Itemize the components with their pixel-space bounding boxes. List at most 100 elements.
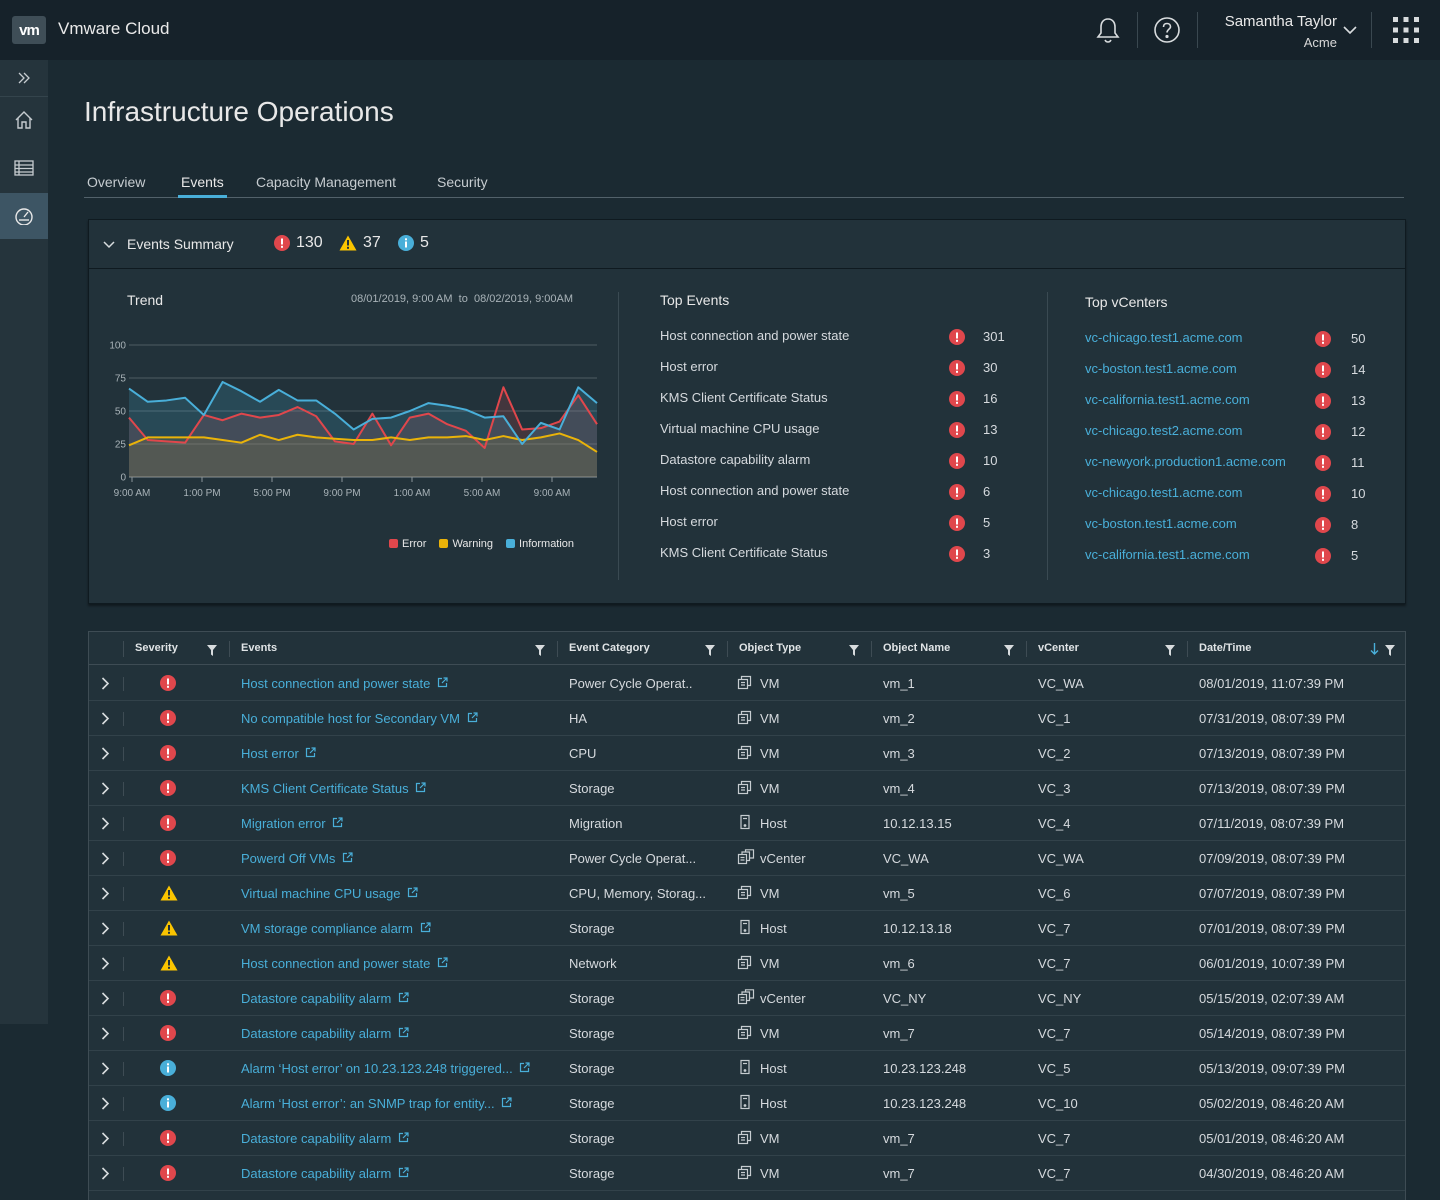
tab-events[interactable]: Events bbox=[178, 174, 227, 198]
table-row[interactable]: Migration error Migration Host 10.12.13.15… bbox=[89, 806, 1405, 841]
external-link-icon[interactable] bbox=[398, 991, 409, 1006]
chevron-right-icon[interactable] bbox=[100, 887, 110, 905]
chevron-right-icon[interactable] bbox=[100, 992, 110, 1010]
event-link[interactable]: Powerd Off VMs bbox=[241, 851, 353, 866]
top-vcenter-item[interactable]: vc-chicago.test2.acme.com 12 bbox=[1085, 423, 1385, 443]
chevron-right-icon[interactable] bbox=[100, 1062, 110, 1080]
top-event-item[interactable]: KMS Client Certificate Status 16 bbox=[660, 390, 1020, 410]
col-vcenter[interactable]: vCenter bbox=[1038, 642, 1079, 654]
table-row[interactable]: KMS Client Certificate Status Storage VM v… bbox=[89, 771, 1405, 806]
help-icon[interactable] bbox=[1149, 12, 1185, 48]
external-link-icon[interactable] bbox=[398, 1026, 409, 1041]
vmware-logo[interactable]: vm bbox=[12, 16, 46, 44]
event-link[interactable]: KMS Client Certificate Status bbox=[241, 781, 426, 796]
bell-icon[interactable] bbox=[1090, 12, 1126, 48]
external-link-icon[interactable] bbox=[519, 1061, 530, 1076]
chevron-right-icon[interactable] bbox=[100, 747, 110, 765]
user-org[interactable]: Acme bbox=[1303, 35, 1337, 50]
external-link-icon[interactable] bbox=[420, 921, 431, 936]
top-event-item[interactable]: Host error 5 bbox=[660, 514, 1020, 534]
table-row[interactable]: Datastore capability alarm Storage vCente… bbox=[89, 981, 1405, 1016]
chevron-right-icon[interactable] bbox=[100, 1097, 110, 1115]
chevron-right-icon[interactable] bbox=[100, 922, 110, 940]
chevron-right-icon[interactable] bbox=[100, 852, 110, 870]
top-event-name[interactable]: Host error bbox=[660, 359, 718, 374]
top-event-item[interactable]: Host connection and power state 301 bbox=[660, 328, 1020, 348]
chevron-right-icon[interactable] bbox=[100, 782, 110, 800]
external-link-icon[interactable] bbox=[398, 1131, 409, 1146]
event-link[interactable]: VM storage compliance alarm bbox=[241, 921, 431, 936]
event-link[interactable]: Datastore capability alarm bbox=[241, 1026, 409, 1041]
table-row[interactable]: Powerd Off VMs Power Cycle Operat... vCen… bbox=[89, 841, 1405, 876]
col-object-type[interactable]: Object Type bbox=[739, 642, 802, 654]
top-vcenter-item[interactable]: vc-boston.test1.acme.com 14 bbox=[1085, 361, 1385, 381]
filter-icon[interactable] bbox=[535, 643, 545, 661]
events-summary-header[interactable]: Events Summary 130 37 5 bbox=[89, 220, 1405, 269]
top-vcenter-link[interactable]: vc-california.test1.acme.com bbox=[1085, 547, 1250, 562]
event-link[interactable]: No compatible host for Secondary VM bbox=[241, 711, 478, 726]
chevron-right-icon[interactable] bbox=[100, 1167, 110, 1185]
filter-icon[interactable] bbox=[1004, 643, 1014, 661]
table-row[interactable]: Datastore capability alarm Storage VM vm_7… bbox=[89, 1121, 1405, 1156]
chevron-right-icon[interactable] bbox=[100, 1027, 110, 1045]
external-link-icon[interactable] bbox=[437, 956, 448, 971]
top-vcenter-link[interactable]: vc-california.test1.acme.com bbox=[1085, 392, 1250, 407]
top-event-item[interactable]: Datastore capability alarm 10 bbox=[660, 452, 1020, 472]
chevron-down-icon[interactable] bbox=[1338, 12, 1362, 48]
col-events[interactable]: Events bbox=[241, 642, 278, 654]
filter-icon[interactable] bbox=[1385, 643, 1395, 661]
table-row[interactable]: Alarm ‘Host error’: an SNMP trap for ent… bbox=[89, 1086, 1405, 1121]
table-row[interactable]: No compatible host for Secondary VM HA VM… bbox=[89, 701, 1405, 736]
table-row[interactable]: VM storage compliance alarm Storage Host 1… bbox=[89, 911, 1405, 946]
top-event-name[interactable]: Host connection and power state bbox=[660, 328, 850, 343]
top-vcenter-link[interactable]: vc-boston.test1.acme.com bbox=[1085, 361, 1237, 376]
home-icon[interactable] bbox=[0, 97, 48, 143]
event-link[interactable]: Host error bbox=[241, 746, 317, 761]
top-event-name[interactable]: Host connection and power state bbox=[660, 483, 850, 498]
table-row[interactable]: Host error CPU VM vm_3 VC_2 07/13/2019, 08:0… bbox=[89, 736, 1405, 771]
event-link[interactable]: Datastore capability alarm bbox=[241, 991, 409, 1006]
top-event-item[interactable]: Host error 30 bbox=[660, 359, 1020, 379]
external-link-icon[interactable] bbox=[467, 711, 478, 726]
chevron-right-icon[interactable] bbox=[100, 817, 110, 835]
event-link[interactable]: Host connection and power state bbox=[241, 956, 448, 971]
chevron-down-icon[interactable] bbox=[103, 237, 115, 255]
chevron-right-icon[interactable] bbox=[100, 712, 110, 730]
top-vcenter-item[interactable]: vc-newyork.production1.acme.com 11 bbox=[1085, 454, 1385, 474]
top-vcenter-link[interactable]: vc-boston.test1.acme.com bbox=[1085, 516, 1237, 531]
top-vcenter-item[interactable]: vc-chicago.test1.acme.com 50 bbox=[1085, 330, 1385, 350]
top-event-name[interactable]: KMS Client Certificate Status bbox=[660, 390, 828, 405]
external-link-icon[interactable] bbox=[501, 1096, 512, 1111]
filter-icon[interactable] bbox=[705, 643, 715, 661]
external-link-icon[interactable] bbox=[342, 851, 353, 866]
top-event-name[interactable]: Host error bbox=[660, 514, 718, 529]
expand-sidebar-icon[interactable] bbox=[0, 60, 48, 96]
event-link[interactable]: Migration error bbox=[241, 816, 343, 831]
col-severity[interactable]: Severity bbox=[135, 642, 178, 654]
external-link-icon[interactable] bbox=[305, 746, 317, 761]
top-vcenter-link[interactable]: vc-newyork.production1.acme.com bbox=[1085, 454, 1286, 469]
user-name[interactable]: Samantha Taylor bbox=[1224, 13, 1337, 30]
external-link-icon[interactable] bbox=[437, 676, 448, 691]
table-row[interactable]: Virtual machine CPU usage CPU, Memory, S… bbox=[89, 876, 1405, 911]
top-vcenter-item[interactable]: vc-california.test1.acme.com 13 bbox=[1085, 392, 1385, 412]
filter-icon[interactable] bbox=[849, 643, 859, 661]
col-object-name[interactable]: Object Name bbox=[883, 642, 951, 654]
col-event-category[interactable]: Event Category bbox=[569, 642, 650, 654]
top-vcenter-link[interactable]: vc-chicago.test1.acme.com bbox=[1085, 485, 1243, 500]
sort-descending-icon[interactable] bbox=[1370, 642, 1379, 660]
tab-overview[interactable]: Overview bbox=[87, 174, 146, 190]
event-link[interactable]: Alarm ‘Host error’ on 10.23.123.248 trig… bbox=[241, 1061, 530, 1076]
external-link-icon[interactable] bbox=[398, 1166, 409, 1181]
list-icon[interactable] bbox=[0, 145, 48, 191]
external-link-icon[interactable] bbox=[407, 886, 418, 901]
event-link[interactable]: Virtual machine CPU usage bbox=[241, 886, 418, 901]
top-event-name[interactable]: Datastore capability alarm bbox=[660, 452, 811, 467]
dashboard-icon[interactable] bbox=[0, 193, 48, 239]
top-event-name[interactable]: KMS Client Certificate Status bbox=[660, 545, 828, 560]
filter-icon[interactable] bbox=[207, 643, 217, 661]
table-row[interactable]: Datastore capability alarm Storage VM vm_7… bbox=[89, 1016, 1405, 1051]
table-row[interactable]: Host connection and power state Power Cy… bbox=[89, 666, 1405, 701]
col-date-time[interactable]: Date/Time bbox=[1199, 642, 1252, 654]
top-event-item[interactable]: KMS Client Certificate Status 3 bbox=[660, 545, 1020, 565]
